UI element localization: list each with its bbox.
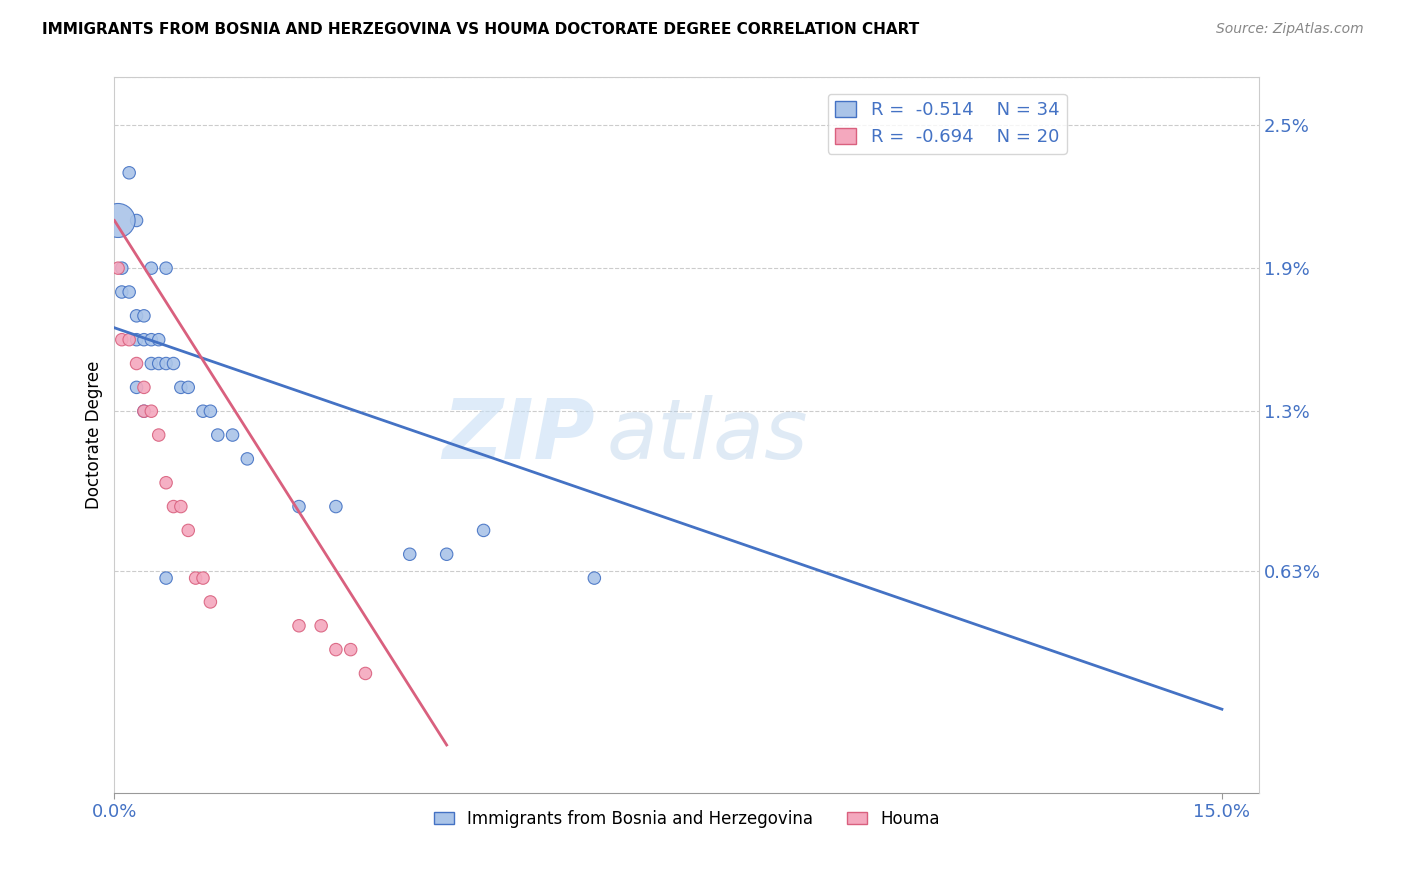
Point [107, 213, 129, 227]
Point [141, 333, 163, 347]
Point [132, 404, 155, 418]
Point [125, 213, 148, 227]
Point [191, 571, 214, 585]
Point [436, 547, 458, 561]
Point [148, 357, 170, 371]
Point [118, 333, 141, 347]
Point [148, 428, 170, 442]
Point [118, 285, 141, 299]
Point [125, 357, 148, 371]
Point [325, 642, 347, 657]
Point [170, 500, 193, 514]
Point [155, 571, 177, 585]
Point [177, 524, 200, 538]
Point [236, 451, 259, 466]
Point [354, 666, 377, 681]
Point [221, 428, 243, 442]
Point [170, 380, 193, 394]
Point [200, 404, 222, 418]
Point [184, 571, 207, 585]
Text: Source: ZipAtlas.com: Source: ZipAtlas.com [1216, 22, 1364, 37]
Text: atlas: atlas [606, 394, 808, 475]
Point [107, 261, 129, 276]
Point [111, 285, 134, 299]
Point [472, 524, 495, 538]
Text: IMMIGRANTS FROM BOSNIA AND HERZEGOVINA VS HOUMA DOCTORATE DEGREE CORRELATION CHA: IMMIGRANTS FROM BOSNIA AND HERZEGOVINA V… [42, 22, 920, 37]
Point [148, 333, 170, 347]
Point [141, 261, 163, 276]
Point [398, 547, 420, 561]
Point [111, 333, 134, 347]
Text: ZIP: ZIP [443, 394, 595, 475]
Point [125, 380, 148, 394]
Point [162, 500, 184, 514]
Point [207, 428, 229, 442]
Legend: Immigrants from Bosnia and Herzegovina, Houma: Immigrants from Bosnia and Herzegovina, … [427, 803, 946, 834]
Point [111, 261, 134, 276]
Point [191, 404, 214, 418]
Point [132, 309, 155, 323]
Point [162, 357, 184, 371]
Y-axis label: Doctorate Degree: Doctorate Degree [86, 361, 103, 509]
Point [583, 571, 606, 585]
Point [288, 619, 311, 633]
Point [132, 333, 155, 347]
Point [125, 333, 148, 347]
Point [132, 404, 155, 418]
Point [309, 619, 332, 633]
Point [325, 500, 347, 514]
Point [288, 500, 311, 514]
Point [125, 309, 148, 323]
Point [177, 380, 200, 394]
Point [200, 595, 222, 609]
Point [141, 357, 163, 371]
Point [155, 261, 177, 276]
Point [118, 166, 141, 180]
Point [155, 475, 177, 490]
Point [339, 642, 361, 657]
Point [132, 380, 155, 394]
Point [141, 404, 163, 418]
Point [155, 357, 177, 371]
